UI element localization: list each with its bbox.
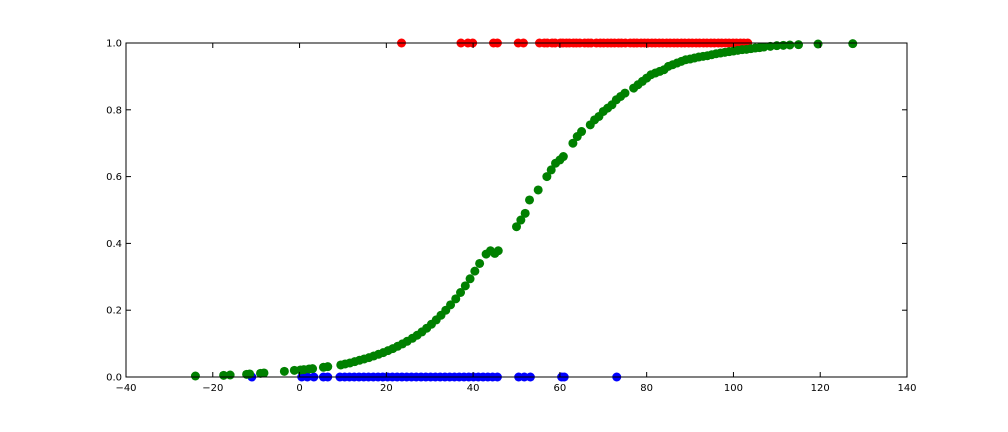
data-point: [794, 40, 804, 50]
data-point: [225, 370, 235, 380]
data-point: [465, 274, 475, 284]
y-tick-label: 0.4: [106, 239, 122, 250]
data-point: [568, 138, 578, 148]
y-tick-label: 0.0: [106, 373, 122, 384]
series-2: [190, 39, 858, 381]
data-point: [460, 281, 470, 291]
data-point: [785, 40, 795, 50]
x-tick-label: 20: [380, 383, 393, 394]
data-point: [279, 366, 289, 376]
data-point: [219, 370, 229, 380]
data-point: [848, 39, 858, 49]
data-point: [759, 42, 769, 52]
x-tick-label: 40: [467, 383, 480, 394]
data-point: [190, 371, 200, 381]
data-point: [470, 266, 480, 276]
x-axis: −40 −20 0 20 40 60 80 100 120 140: [115, 43, 917, 394]
x-tick-label: −40: [115, 383, 136, 394]
data-point: [765, 41, 775, 51]
y-tick-label: 0.2: [106, 306, 122, 317]
y-tick-label: 0.8: [106, 105, 122, 116]
data-point: [259, 368, 269, 378]
data-point: [516, 215, 526, 225]
data-point: [493, 246, 503, 256]
x-tick-label: 120: [811, 383, 830, 394]
axes-frame: [125, 42, 908, 378]
y-axis: 0.0 0.2 0.4 0.6 0.8 1.0: [106, 39, 907, 384]
data-point: [558, 152, 568, 162]
data-point: [308, 364, 318, 374]
data-point: [245, 369, 255, 379]
x-tick-label: 100: [724, 383, 743, 394]
x-tick-label: 60: [554, 383, 567, 394]
data-point: [475, 258, 485, 268]
data-point: [577, 127, 587, 137]
y-tick-label: 1.0: [106, 39, 122, 50]
x-tick-label: −20: [202, 383, 223, 394]
data-point: [533, 185, 543, 195]
data-point: [512, 222, 521, 232]
data-point: [520, 208, 530, 218]
y-tick-label: 0.6: [106, 172, 122, 183]
data-point: [525, 195, 535, 205]
data-point: [446, 300, 456, 310]
data-point: [813, 39, 823, 49]
x-tick-label: 80: [640, 383, 653, 394]
data-point: [620, 88, 630, 98]
data-point: [542, 172, 552, 182]
data-point: [546, 165, 556, 175]
data-point: [451, 294, 461, 304]
data-point: [456, 288, 466, 297]
x-tick-label: 140: [897, 383, 916, 394]
x-tick-label: 0: [296, 383, 302, 394]
data-point: [323, 362, 333, 372]
